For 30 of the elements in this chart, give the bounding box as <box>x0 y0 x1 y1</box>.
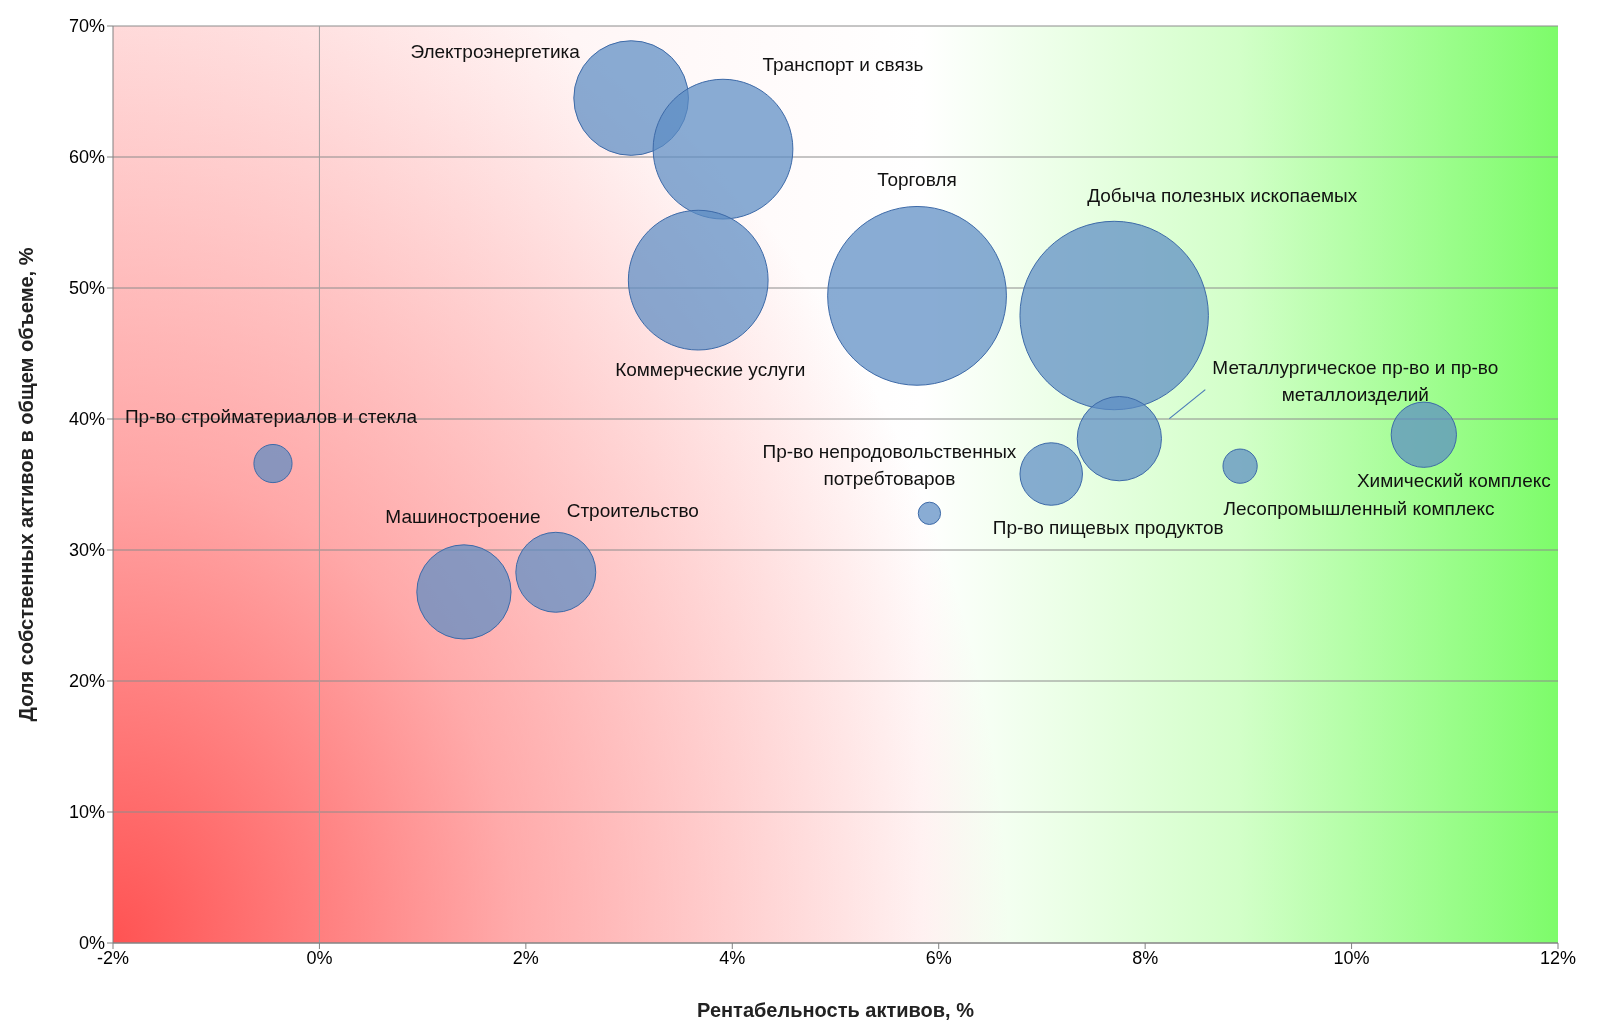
annotation: Добыча полезных ископаемых <box>1087 184 1358 206</box>
y-tick-label: 40% <box>68 409 105 430</box>
annotation: Машиностроение <box>385 505 541 527</box>
x-tick-label: 8% <box>1132 947 1159 968</box>
y-tick-label: 70% <box>68 16 105 37</box>
x-axis-title: Рентабельность активов, % <box>697 999 975 1021</box>
annotation: Химический комплекс <box>1356 469 1551 491</box>
y-tick-label: 30% <box>68 540 105 561</box>
annotation: Торговля <box>877 168 957 190</box>
annotation: Пр-во стройматериалов и стекла <box>124 405 418 427</box>
y-tick-label: 60% <box>68 147 105 168</box>
y-tick-label: 10% <box>68 802 105 823</box>
annotation: Транспорт и связь <box>762 54 924 76</box>
y-axis-title: Доля собственных активов в общем объеме, % <box>15 247 38 722</box>
y-tick-label: 50% <box>68 278 105 299</box>
annotation: Пр-во непродовольственных потребтоваров <box>762 440 1017 489</box>
x-tick-label: 6% <box>925 947 952 968</box>
y-tick-label: 20% <box>68 671 105 692</box>
x-tick-label: 2% <box>512 947 539 968</box>
annotation: Лесопромышленный комплекс <box>1223 498 1495 520</box>
annotation: Пр-во пищевых продуктов <box>992 517 1224 539</box>
x-tick-label: 10% <box>1333 947 1370 968</box>
annotation: Электроэнергетика <box>410 41 581 63</box>
x-tick-label: 4% <box>719 947 746 968</box>
x-tick-label: 12% <box>1539 947 1577 968</box>
annotation: Коммерческие услуги <box>615 359 806 381</box>
y-tick-label: 0% <box>78 933 105 954</box>
annotation: Строительство <box>566 500 699 522</box>
annotation: Металлургическое пр-во и пр-во металлоизделий <box>1212 357 1499 406</box>
x-tick-label: 0% <box>306 947 333 968</box>
